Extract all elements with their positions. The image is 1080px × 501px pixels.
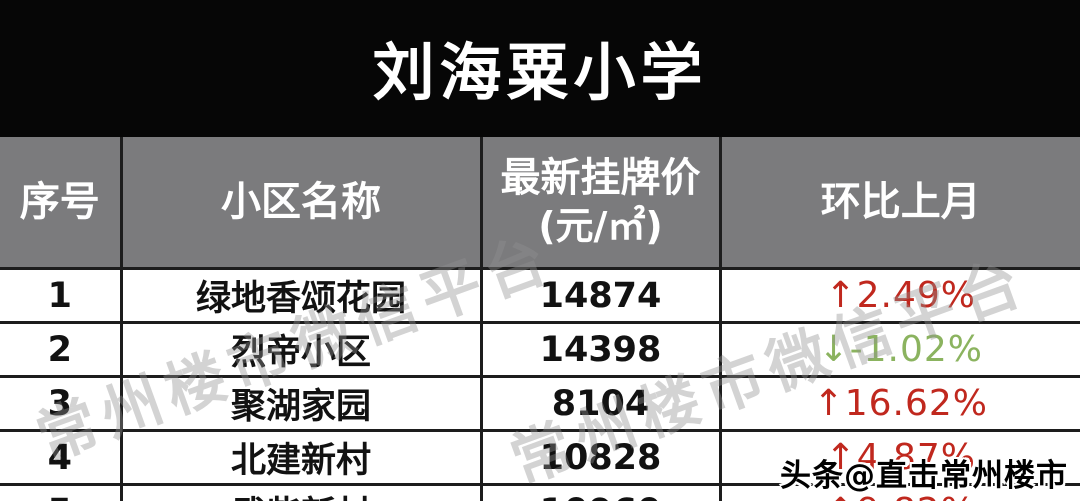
row-index-cell: 5 <box>0 483 123 501</box>
price-cell: 8104 <box>479 375 722 432</box>
col-header-index: 序号 <box>0 137 123 270</box>
price-cell: 14398 <box>479 321 722 378</box>
row-index-cell: 4 <box>0 429 123 486</box>
row-index-cell: 1 <box>0 267 123 324</box>
community-name-cell: 绿地香颂花园 <box>119 267 483 324</box>
col-header-price-line1: 最新挂牌价 <box>500 155 701 202</box>
community-name-cell: 武柴新村 <box>119 483 483 501</box>
table-row: 4 北建新村 10828 ↑4.87% <box>0 429 1080 486</box>
community-name-cell: 北建新村 <box>119 429 483 486</box>
col-header-change: 环比上月 <box>718 137 1080 270</box>
community-name-cell: 烈帝小区 <box>119 321 483 378</box>
change-cell: ↑2.49% <box>718 267 1080 324</box>
price-cell: 10960 <box>479 483 722 501</box>
change-cell: ↑16.62% <box>718 375 1080 432</box>
price-table: 序号 小区名称 最新挂牌价 (元/㎡) 环比上月 1 绿地香颂花园 14874 … <box>0 137 1080 501</box>
row-index-cell: 3 <box>0 375 123 432</box>
community-name-cell: 聚湖家园 <box>119 375 483 432</box>
row-index-cell: 2 <box>0 321 123 378</box>
change-cell: ↑9.82% <box>718 483 1080 501</box>
table-header-row: 序号 小区名称 最新挂牌价 (元/㎡) 环比上月 <box>0 137 1080 270</box>
change-cell: ↓-1.02% <box>718 321 1080 378</box>
price-cell: 10828 <box>479 429 722 486</box>
page-title: 刘海粟小学 <box>372 35 708 109</box>
price-cell: 14874 <box>479 267 722 324</box>
change-cell: ↑4.87% <box>718 429 1080 486</box>
col-header-price: 最新挂牌价 (元/㎡) <box>479 137 722 270</box>
byline-watermark: 头条@直击常州楼市 <box>780 458 1068 494</box>
col-header-name: 小区名称 <box>119 137 483 270</box>
table-row: 2 烈帝小区 14398 ↓-1.02% <box>0 321 1080 378</box>
table-row: 3 聚湖家园 8104 ↑16.62% <box>0 375 1080 432</box>
col-header-price-line2: (元/㎡) <box>538 204 663 249</box>
table-row: 5 武柴新村 10960 ↑9.82% <box>0 483 1080 501</box>
table-row: 1 绿地香颂花园 14874 ↑2.49% <box>0 267 1080 324</box>
title-banner: 刘海粟小学 <box>0 0 1080 137</box>
